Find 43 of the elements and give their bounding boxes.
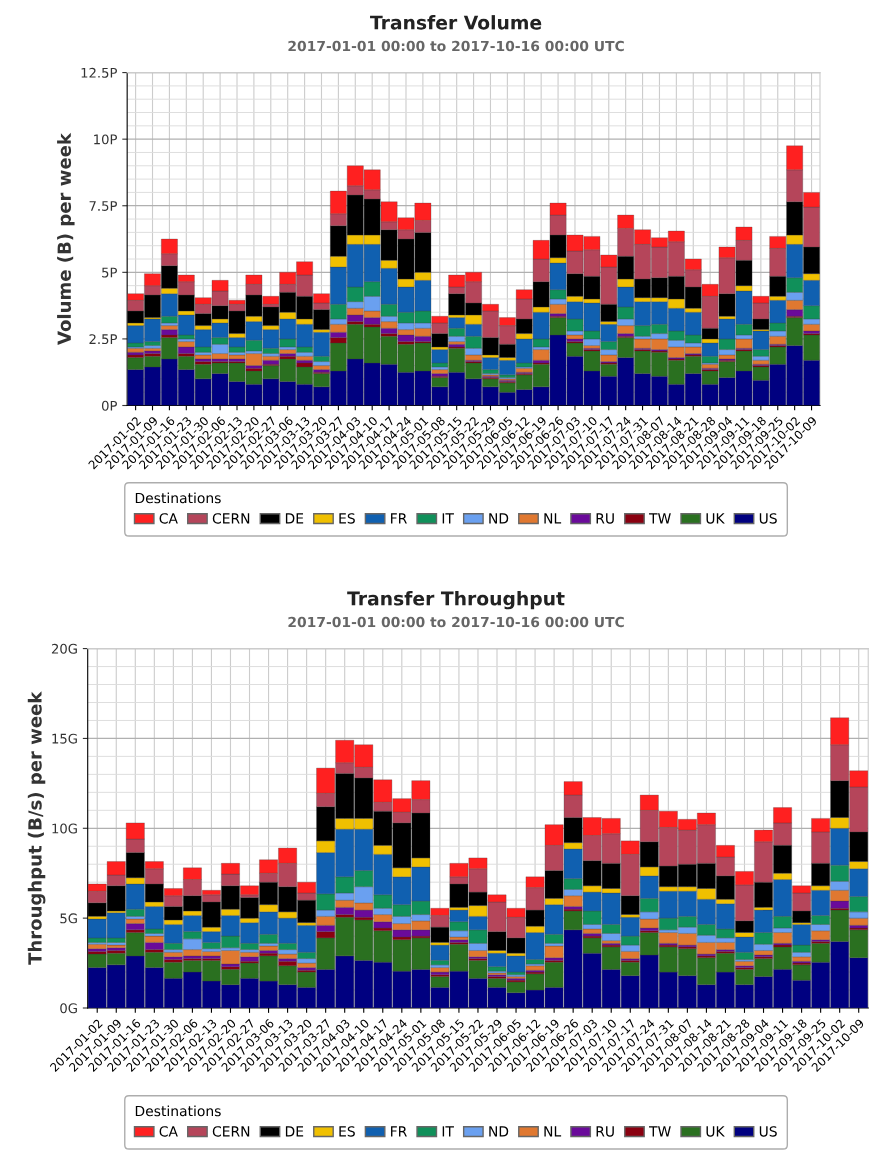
legend-label: ND xyxy=(489,1126,509,1137)
y-axis-title: Volume (B) per week xyxy=(57,132,75,345)
y-tick-label: 7.5P xyxy=(89,201,117,211)
legend-label: FR xyxy=(391,513,407,524)
legend-label: CERN xyxy=(212,1126,250,1137)
legend-label: RU xyxy=(596,1126,614,1137)
y-tick-label: 2.5P xyxy=(89,334,117,345)
legend-label: FR xyxy=(391,1126,407,1137)
legend-label: NL xyxy=(544,513,562,524)
legend-label: US xyxy=(759,1126,777,1137)
y-tick-label: 20G xyxy=(51,643,77,654)
legend-label: CERN xyxy=(212,513,250,524)
y-tick-label: 0P xyxy=(101,400,117,411)
legend-label: NL xyxy=(544,1126,562,1137)
chart-title: Transfer Throughput xyxy=(347,591,565,610)
y-tick-label: 10P xyxy=(94,134,117,145)
y-tick-label: 0G xyxy=(60,1003,77,1014)
legend-label: DE xyxy=(285,513,304,524)
y-tick-label: 15G xyxy=(52,733,77,744)
legend-label: TW xyxy=(649,513,671,524)
y-tick-label: 10G xyxy=(52,823,77,834)
legend-label: IT xyxy=(442,1126,454,1137)
legend-label: ES xyxy=(339,513,355,524)
y-tick-label: 5P xyxy=(102,267,117,278)
legend-label: ND xyxy=(489,513,509,524)
legend-label: US xyxy=(759,513,777,524)
legend-label: IT xyxy=(442,513,454,524)
y-axis-title: Throughput (B/s) per week xyxy=(27,691,46,965)
legend-label: ES xyxy=(339,1126,355,1137)
legend-label: CA xyxy=(159,1126,178,1137)
chart-title: Transfer Volume xyxy=(370,15,542,30)
y-tick-label: 5G xyxy=(60,913,77,924)
legend-label: DE xyxy=(285,1126,304,1137)
legend-title: Destinations xyxy=(135,492,221,504)
chart-subtitle: 2017-01-01 00:00 to 2017-10-16 00:00 UTC xyxy=(288,616,624,628)
legend-title: Destinations xyxy=(135,1105,221,1117)
legend-label: UK xyxy=(706,1126,725,1137)
legend-label: TW xyxy=(649,1126,671,1137)
chart-subtitle: 2017-01-01 00:00 to 2017-10-16 00:00 UTC xyxy=(288,40,624,52)
legend-label: RU xyxy=(596,513,614,524)
legend-label: UK xyxy=(706,513,725,524)
y-tick-label: 12.5P xyxy=(81,67,117,78)
legend-label: CA xyxy=(159,513,178,524)
